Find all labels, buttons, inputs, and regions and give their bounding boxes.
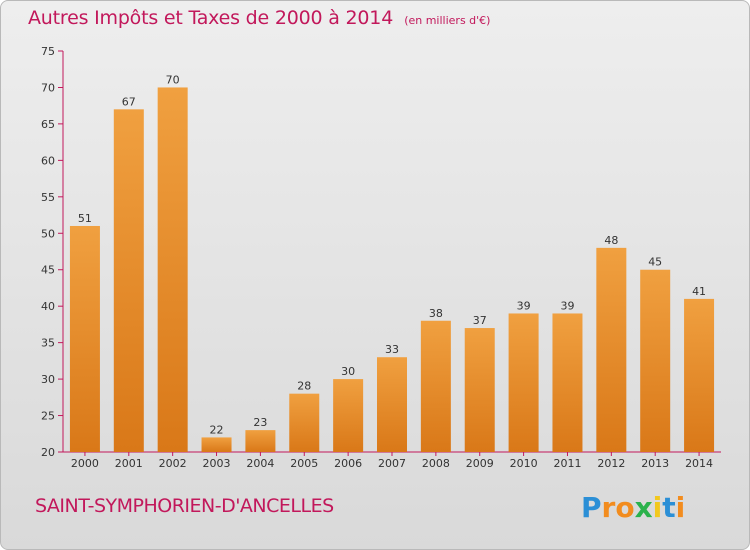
- bar-value-label: 28: [297, 380, 311, 393]
- y-tick-label: 30: [41, 373, 55, 386]
- bar: [69, 225, 100, 452]
- commune-name: SAINT-SYMPHORIEN-D'ANCELLES: [35, 495, 334, 517]
- bar: [113, 109, 144, 452]
- y-tick-label: 60: [41, 154, 55, 167]
- x-tick-label: 2011: [553, 457, 581, 470]
- chart-title: Autres Impôts et Taxes de 2000 à 2014 (e…: [28, 7, 490, 29]
- y-tick-label: 35: [41, 337, 55, 350]
- brand-letter: r: [601, 491, 616, 524]
- chart-title-main: Autres Impôts et Taxes de 2000 à 2014: [28, 7, 394, 29]
- bar-value-label: 39: [517, 299, 531, 312]
- bar-value-label: 51: [78, 212, 92, 225]
- chart-title-unit: (en milliers d'€): [404, 14, 491, 27]
- bar: [420, 320, 451, 452]
- x-tick-label: 2005: [290, 457, 318, 470]
- bar: [245, 430, 276, 452]
- y-tick-label: 40: [41, 300, 55, 313]
- x-tick-label: 2010: [510, 457, 538, 470]
- brand-letter: i: [675, 491, 686, 524]
- y-tick-label: 25: [41, 410, 55, 423]
- x-tick-label: 2014: [685, 457, 713, 470]
- bar: [333, 379, 364, 452]
- bar: [552, 313, 583, 452]
- bar-value-label: 39: [560, 299, 574, 312]
- x-tick-label: 2009: [466, 457, 494, 470]
- x-tick-label: 2001: [115, 457, 143, 470]
- bar: [640, 269, 671, 452]
- bar: [596, 247, 627, 452]
- brand-letter: o: [615, 491, 635, 524]
- bar-value-label: 23: [253, 416, 267, 429]
- y-tick-label: 70: [41, 81, 55, 94]
- bar: [684, 298, 715, 452]
- bar-value-label: 48: [604, 234, 618, 247]
- y-tick-label: 55: [41, 191, 55, 204]
- y-tick-label: 65: [41, 118, 55, 131]
- y-tick-label: 45: [41, 264, 55, 277]
- x-tick-label: 2003: [203, 457, 231, 470]
- x-tick-label: 2012: [597, 457, 625, 470]
- y-tick-label: 75: [41, 45, 55, 58]
- bar-value-label: 38: [429, 307, 443, 320]
- y-tick-label: 50: [41, 227, 55, 240]
- bar: [377, 357, 407, 452]
- x-tick-label: 2008: [422, 457, 450, 470]
- bar: [464, 328, 495, 452]
- bar: [201, 437, 232, 452]
- brand-letter: P: [581, 491, 602, 524]
- y-tick-label: 20: [41, 446, 55, 459]
- x-tick-label: 2006: [334, 457, 362, 470]
- brand-letter: x: [634, 491, 653, 524]
- x-tick-label: 2007: [378, 457, 406, 470]
- brand-letter: i: [652, 491, 663, 524]
- bar-value-label: 37: [473, 314, 487, 327]
- bar-value-label: 33: [385, 343, 399, 356]
- bar-value-label: 70: [166, 73, 180, 86]
- x-tick-label: 2000: [71, 457, 99, 470]
- x-tick-label: 2004: [246, 457, 274, 470]
- x-tick-label: 2013: [641, 457, 669, 470]
- proxiti-logo: Proxiti: [581, 491, 685, 524]
- bar-value-label: 45: [648, 256, 662, 269]
- bar-value-label: 22: [210, 423, 224, 436]
- brand-letter: t: [662, 491, 676, 524]
- bar: [289, 393, 320, 452]
- bar: [508, 313, 539, 452]
- bar: [157, 87, 188, 453]
- bar-value-label: 30: [341, 365, 355, 378]
- bar-value-label: 67: [122, 95, 136, 108]
- bar-value-label: 41: [692, 285, 706, 298]
- x-tick-label: 2002: [159, 457, 187, 470]
